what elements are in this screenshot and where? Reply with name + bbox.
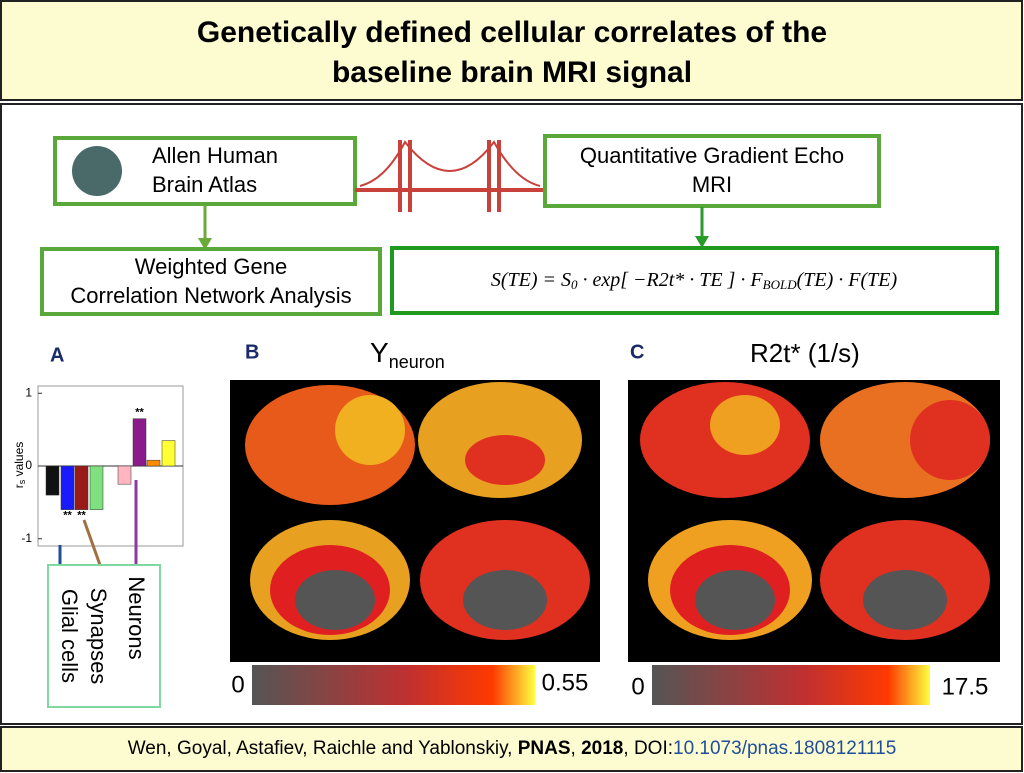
panel-title: Yneuron (370, 337, 445, 371)
atlas-icon (72, 146, 122, 196)
panel-label: A (50, 344, 64, 366)
bar (89, 465, 104, 510)
doi: 10.1073/pnas.1808121115 (673, 738, 896, 759)
box-text: Correlation Network Analysis (70, 283, 351, 308)
legend-box (47, 564, 161, 708)
footer: Wen, Goyal, Astafiev, Raichle and Yablon… (128, 738, 897, 759)
cbar-label: 0.55 (542, 669, 589, 696)
box-text: Brain Atlas (152, 172, 257, 197)
y-tick-label: -1 (21, 531, 32, 545)
ylabel-rest: values (12, 442, 26, 480)
cbar-label: 0 (631, 673, 644, 700)
y-tick-label: 0 (25, 458, 32, 472)
journal: PNAS (518, 738, 571, 759)
box-text: Allen Human (152, 143, 278, 168)
significance: ** (135, 407, 144, 419)
box-text: MRI (692, 172, 732, 197)
y-axis-label: rs values (12, 442, 27, 489)
eq-sub: 0 (571, 277, 578, 292)
significance: ** (63, 510, 72, 522)
title: Genetically defined cellular correlates … (197, 16, 827, 49)
significance: ** (77, 510, 86, 522)
eq-part: (TE) · F(TE) (797, 269, 898, 291)
title-main: Y (370, 337, 389, 368)
equation: S(TE) = S0 · exp[ −R2t* · TE ] · FBOLD(T… (491, 269, 898, 292)
sep: , (571, 738, 582, 759)
panel-label: B (245, 341, 259, 363)
bar (161, 440, 176, 467)
brain-panel-b (230, 380, 600, 662)
panel-title: R2t* (1/s) (750, 338, 860, 368)
bar (60, 465, 75, 510)
panel-label: C (630, 341, 644, 363)
box-text: Weighted Gene (135, 254, 287, 279)
ylabel-main: r (12, 484, 26, 488)
doi-prefix: , DOI: (623, 738, 673, 759)
bridge (355, 140, 545, 212)
wgcna-box (40, 247, 382, 316)
year: 2018 (581, 738, 623, 759)
eq-sub: BOLD (763, 277, 798, 292)
bar (132, 418, 147, 467)
box-text: Quantitative Gradient Echo (580, 143, 844, 168)
brain-panel-c (628, 380, 1000, 662)
footer-box (0, 726, 1023, 772)
ylabel-sub: s (17, 479, 27, 484)
eq-part: S(TE) = S (491, 269, 571, 291)
y-tick-label: 1 (25, 385, 32, 399)
legend-label: Synapses (86, 588, 111, 685)
eq-part: · exp[ −R2t* · TE ] · F (578, 269, 764, 291)
legend-label: Neurons (124, 576, 149, 659)
cbar-label: 17.5 (942, 673, 989, 700)
colorbar (652, 665, 930, 705)
bar (146, 459, 161, 467)
bar (45, 465, 60, 496)
bar-plot: -1 0 1 ** ** ** (21, 385, 183, 545)
arrow-head (198, 238, 212, 250)
title-sub: neuron (389, 352, 445, 372)
arrow-head (695, 236, 709, 248)
title: baseline brain MRI signal (332, 56, 692, 89)
bar (117, 465, 132, 485)
title-box (0, 0, 1023, 101)
authors: Wen, Goyal, Astafiev, Raichle and Yablon… (128, 738, 518, 759)
mri-box (543, 134, 881, 208)
equation-box (390, 246, 999, 315)
colorbar (252, 665, 535, 705)
bar (74, 465, 89, 510)
legend-label: Glial cells (57, 589, 82, 683)
cbar-label: 0 (231, 671, 244, 698)
arrow (82, 519, 102, 566)
